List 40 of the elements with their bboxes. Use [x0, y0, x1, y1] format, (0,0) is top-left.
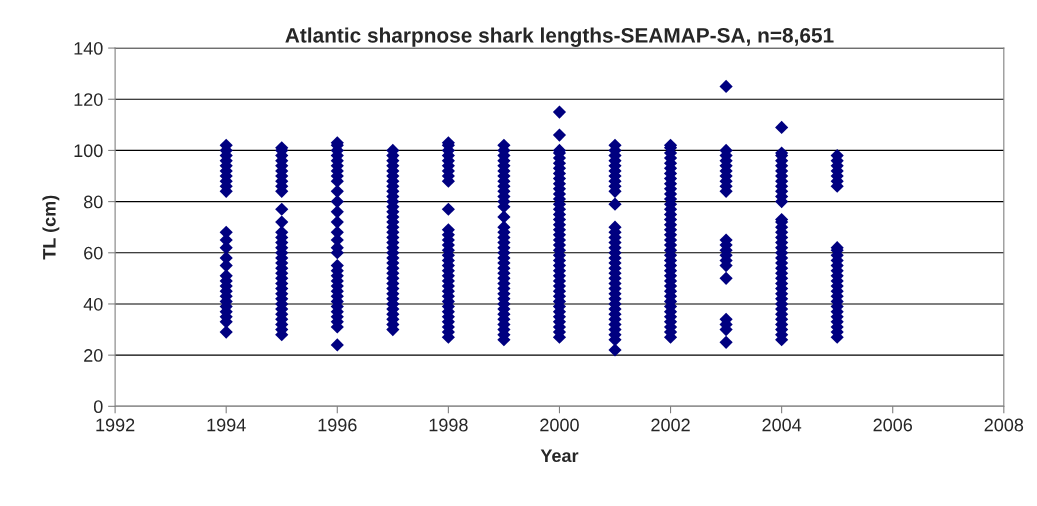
- x-tick-label: 1996: [318, 418, 357, 432]
- point: [608, 197, 622, 211]
- x-tick-label: 2004: [762, 418, 802, 432]
- chart-title: Atlantic sharpnose shark lengths-SEAMAP-SA, n=8,651: [285, 27, 834, 47]
- y-axis-title: TL (cm): [42, 195, 60, 260]
- point: [552, 105, 567, 119]
- point: [441, 202, 455, 216]
- point: [497, 210, 511, 224]
- x-tick-label: 2008: [984, 418, 1024, 432]
- y-tick-label: 20: [84, 349, 103, 362]
- x-tick-label: 1992: [96, 418, 135, 432]
- y-tick-label: 80: [84, 195, 103, 209]
- y-tick-label: 100: [74, 144, 103, 158]
- point: [719, 335, 733, 349]
- point: [330, 205, 344, 219]
- y-tick-label: 40: [83, 297, 103, 311]
- point: [330, 338, 344, 352]
- x-tick-label: 2002: [651, 418, 690, 432]
- y-tick-label: 120: [74, 93, 103, 106]
- point: [608, 343, 622, 357]
- point: [330, 184, 344, 198]
- x-axis-title: Year: [540, 449, 579, 463]
- point: [219, 325, 233, 339]
- x-tick-label: 2006: [873, 418, 913, 432]
- point: [330, 215, 344, 229]
- y-tick-label: 60: [84, 246, 103, 260]
- x-tick-label: 1998: [429, 418, 468, 432]
- point: [275, 215, 289, 229]
- point: [275, 202, 289, 216]
- point: [719, 79, 733, 94]
- point: [330, 225, 344, 239]
- point: [552, 128, 567, 142]
- x-tick-label: 2000: [540, 418, 579, 432]
- point: [719, 271, 733, 285]
- x-tick-label: 1994: [207, 418, 246, 432]
- y-tick-label: 140: [74, 42, 103, 55]
- y-tick-label: 0: [93, 400, 103, 414]
- point: [330, 195, 344, 209]
- point: [219, 225, 233, 239]
- point: [775, 120, 789, 134]
